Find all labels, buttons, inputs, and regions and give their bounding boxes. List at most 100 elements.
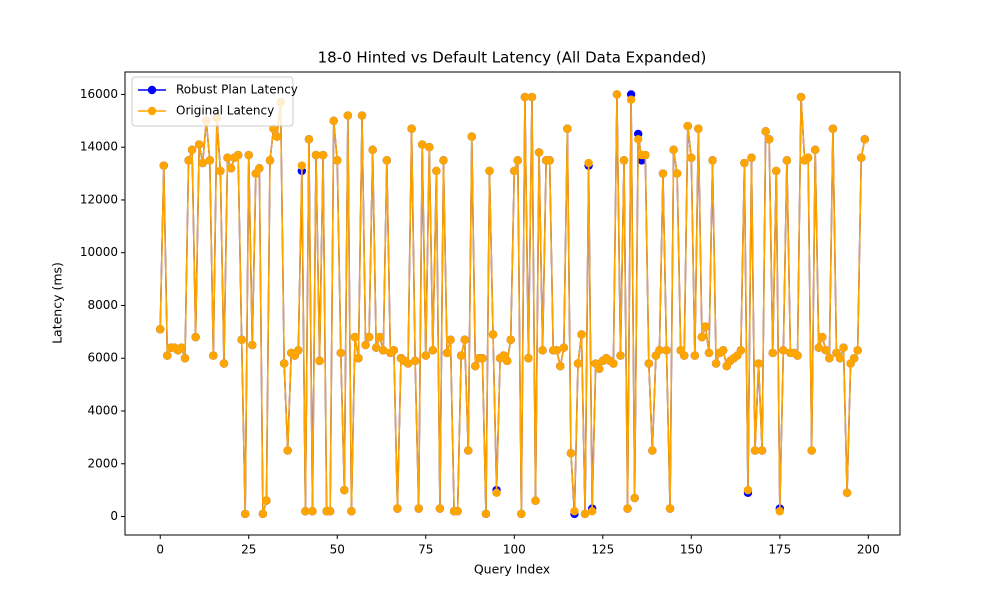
marker	[633, 135, 643, 144]
y-tick-label: 12000	[80, 192, 118, 206]
marker	[301, 507, 310, 516]
marker	[343, 111, 353, 120]
marker	[683, 121, 692, 131]
marker	[354, 354, 363, 363]
marker	[347, 507, 356, 516]
marker	[205, 156, 214, 165]
marker	[315, 356, 324, 366]
marker	[371, 343, 381, 352]
marker	[209, 351, 218, 360]
marker	[584, 158, 593, 168]
marker	[244, 150, 253, 160]
marker	[269, 124, 278, 133]
marker	[772, 166, 781, 176]
marker	[701, 322, 710, 331]
marker	[527, 92, 537, 102]
x-axis-label: Query Index	[474, 562, 550, 577]
marker	[665, 504, 675, 513]
marker	[156, 325, 165, 334]
y-tick-label: 8000	[87, 298, 118, 312]
marker	[757, 446, 767, 455]
marker	[860, 135, 869, 144]
x-tick-label: 200	[857, 543, 880, 557]
marker	[502, 356, 512, 366]
marker	[510, 166, 519, 176]
marker	[194, 140, 204, 149]
marker	[764, 135, 774, 144]
legend-box	[131, 76, 294, 127]
marker	[262, 496, 271, 505]
marker	[534, 148, 544, 157]
marker	[849, 354, 859, 363]
marker	[835, 354, 845, 363]
marker	[428, 346, 438, 355]
marker	[517, 509, 526, 519]
line	[159, 94, 866, 515]
marker	[336, 348, 345, 358]
legend-label: Robust Plan Latency	[176, 83, 298, 97]
marker	[658, 169, 668, 178]
x-tick-label: 75	[418, 543, 433, 557]
marker	[425, 142, 434, 152]
marker	[389, 346, 399, 355]
marker	[403, 359, 413, 368]
marker	[711, 359, 721, 368]
marker	[828, 124, 838, 133]
marker	[467, 132, 476, 141]
marker	[453, 507, 462, 516]
marker	[662, 346, 671, 355]
marker	[272, 132, 282, 141]
marker	[520, 92, 530, 102]
marker	[368, 145, 377, 155]
marker	[612, 90, 622, 99]
marker	[552, 346, 561, 355]
marker	[775, 507, 785, 516]
x-tick-label: 100	[503, 543, 526, 557]
y-tick-label: 14000	[80, 140, 118, 154]
marker	[187, 145, 197, 155]
marker	[655, 346, 664, 355]
marker	[492, 488, 501, 497]
marker	[279, 359, 289, 368]
marker	[793, 351, 802, 360]
marker	[506, 335, 515, 344]
marker	[219, 359, 229, 368]
marker	[754, 359, 763, 368]
marker	[375, 332, 384, 342]
marker	[842, 488, 852, 497]
marker	[240, 509, 250, 519]
marker	[255, 164, 264, 173]
marker	[163, 351, 172, 360]
y-tick-label: 0	[110, 509, 118, 523]
legend: Robust Plan Latency Original Latency	[131, 76, 298, 127]
marker	[680, 351, 689, 360]
marker	[311, 150, 321, 160]
x-tick-label: 150	[680, 543, 703, 557]
x-tick-label: 125	[591, 543, 614, 557]
marker	[180, 354, 190, 363]
x-tick-label: 0	[156, 543, 164, 557]
marker	[478, 354, 487, 363]
marker	[577, 330, 586, 339]
marker	[623, 504, 632, 513]
x-tick-label: 25	[241, 543, 256, 557]
marker	[488, 330, 498, 339]
marker	[198, 158, 207, 168]
marker	[531, 496, 540, 505]
marker	[364, 332, 374, 342]
marker	[442, 348, 452, 358]
marker	[460, 335, 469, 344]
marker	[216, 166, 225, 176]
marker	[159, 161, 168, 170]
y-tick-label: 10000	[80, 245, 118, 259]
marker	[340, 485, 349, 495]
marker	[796, 92, 806, 102]
x-tick-label: 50	[330, 543, 345, 557]
marker	[333, 156, 342, 165]
marker	[825, 354, 834, 363]
marker	[379, 346, 388, 355]
marker	[669, 145, 678, 155]
marker	[329, 116, 338, 126]
marker	[361, 340, 370, 350]
